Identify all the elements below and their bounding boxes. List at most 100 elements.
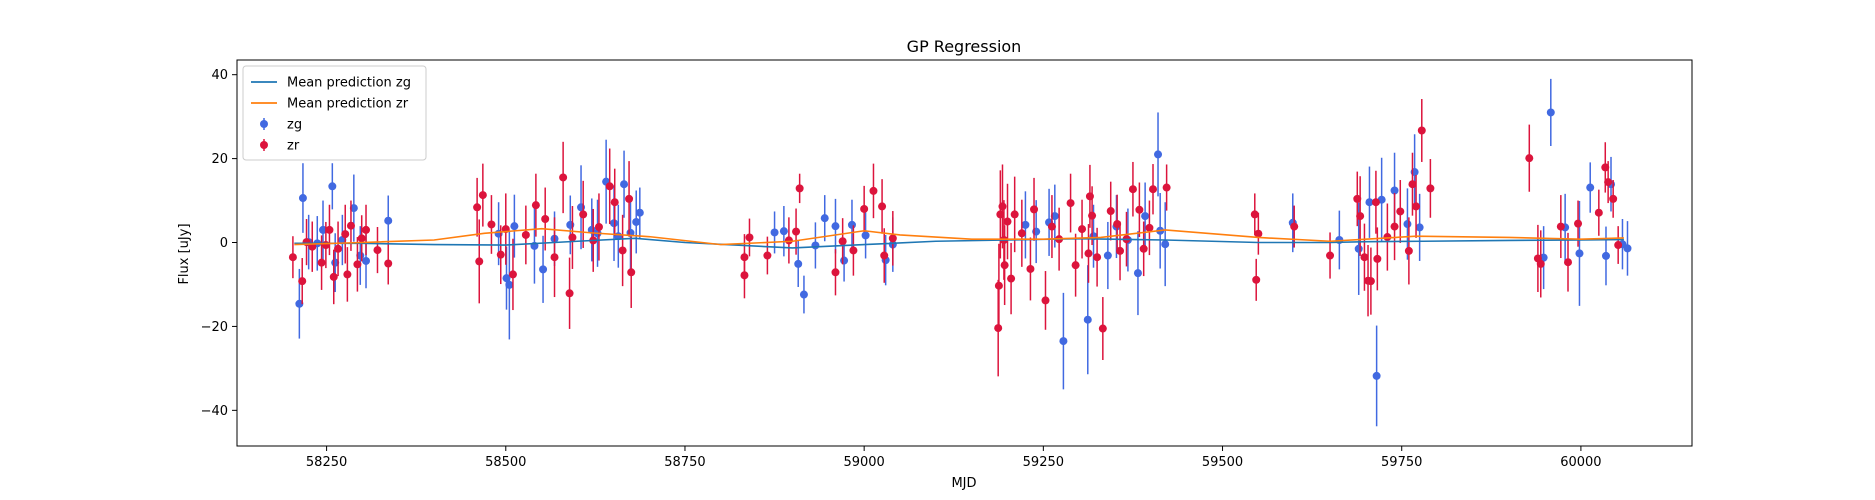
data-point-zr (1149, 164, 1158, 215)
data-point-zr (478, 163, 487, 227)
marker (1010, 210, 1019, 219)
marker (861, 231, 870, 240)
data-point-zr (849, 225, 858, 276)
marker (1254, 229, 1263, 238)
marker (1366, 277, 1375, 286)
marker (869, 186, 878, 195)
data-point-zg (328, 163, 337, 210)
data-point-zr (1135, 182, 1144, 238)
marker (831, 268, 840, 277)
data-point-zr (1383, 203, 1392, 271)
data-point-zr (1071, 233, 1080, 297)
data-point-zr (568, 206, 577, 269)
marker (1594, 208, 1603, 217)
marker (1017, 229, 1026, 238)
data-point-zr (579, 180, 588, 248)
y-tick-label: 20 (211, 152, 228, 167)
data-point-zr (1007, 242, 1016, 315)
marker (288, 253, 297, 262)
data-point-zr (745, 218, 754, 257)
legend-entry: Mean prediction zg (251, 76, 411, 91)
marker (1000, 261, 1009, 270)
marker (1041, 296, 1050, 305)
marker (541, 215, 550, 224)
data-point-zr (1390, 193, 1399, 261)
data-point-zr (508, 238, 517, 311)
data-point-zr (1604, 161, 1613, 204)
data-point-zr (594, 193, 603, 261)
data-point-zg (510, 194, 519, 258)
marker (627, 268, 636, 277)
marker (1106, 207, 1115, 216)
marker (594, 222, 603, 231)
marker (831, 222, 840, 231)
marker (505, 280, 514, 289)
marker (1149, 185, 1158, 194)
data-point-zg (1050, 184, 1059, 248)
marker (521, 230, 530, 239)
marker (1575, 249, 1584, 258)
marker (1161, 240, 1170, 249)
data-point-zg (820, 195, 829, 242)
x-axis-label: MJD (951, 476, 976, 491)
marker (1088, 211, 1097, 220)
marker (550, 253, 559, 262)
marker (840, 256, 849, 265)
marker (568, 233, 577, 242)
data-point-zr (298, 258, 307, 305)
data-point-zr (373, 226, 382, 274)
series-line-Mean prediction zg (294, 237, 1624, 249)
data-point-zr (1139, 221, 1148, 277)
data-point-zr (288, 236, 297, 279)
marker (635, 208, 644, 217)
data-point-zr (838, 218, 847, 265)
data-point-zr (1078, 199, 1087, 259)
data-point-zr (1030, 177, 1039, 241)
marker (1141, 212, 1150, 221)
marker (1290, 222, 1299, 231)
data-point-zg (1141, 182, 1150, 250)
data-layer (288, 78, 1632, 427)
data-point-zr (1525, 124, 1534, 192)
data-point-zr (496, 225, 505, 285)
data-point-zr (792, 208, 801, 255)
data-point-zg (831, 198, 840, 254)
data-point-zr (1594, 189, 1603, 236)
data-point-zr (559, 141, 568, 214)
marker (1116, 246, 1125, 255)
marker (487, 220, 496, 229)
x-tick-label: 59500 (1202, 455, 1243, 470)
marker (860, 204, 869, 213)
marker (1252, 275, 1261, 284)
marker (1135, 205, 1144, 214)
data-point-zg (1103, 221, 1112, 290)
data-point-zr (334, 221, 343, 277)
x-tick-label: 60000 (1560, 455, 1601, 470)
data-point-zg (1133, 231, 1142, 316)
data-point-zr (1026, 237, 1035, 301)
marker (1354, 244, 1363, 253)
marker (334, 244, 343, 253)
data-point-zr (880, 228, 889, 283)
marker (559, 173, 568, 182)
plot-area (288, 78, 1632, 427)
data-point-zr (1128, 161, 1137, 217)
marker (328, 182, 337, 191)
marker (1356, 212, 1365, 221)
y-axis-label: Flux [uJy] (177, 223, 192, 284)
legend-label: zg (287, 118, 302, 133)
data-point-zr (994, 243, 1003, 328)
marker (1415, 223, 1424, 232)
marker (1128, 185, 1137, 194)
marker (880, 251, 889, 260)
marker (1360, 253, 1369, 262)
data-point-zr (362, 204, 371, 256)
marker (849, 246, 858, 255)
data-point-zr (610, 168, 619, 236)
marker (1586, 183, 1595, 192)
marker (510, 222, 519, 231)
series-line-Mean prediction zr (294, 227, 1624, 246)
marker (353, 260, 362, 269)
data-point-zg (632, 190, 641, 254)
